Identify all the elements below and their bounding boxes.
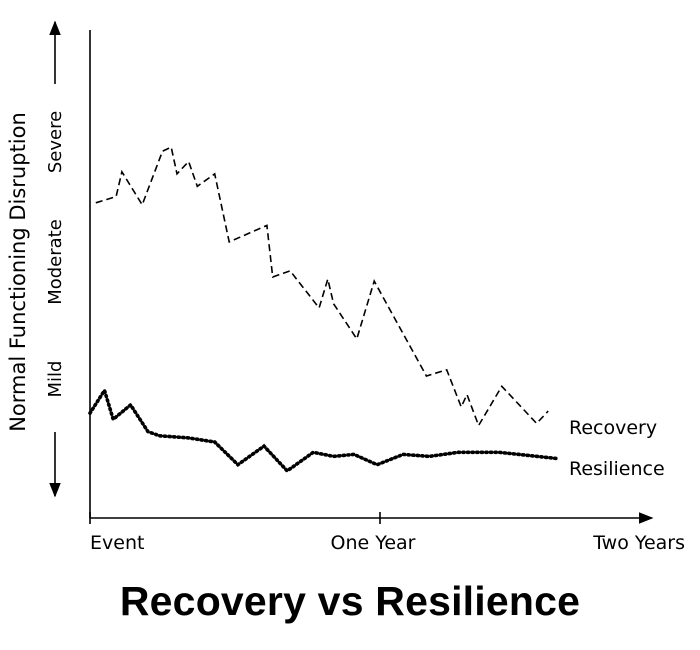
data-points [90,147,557,471]
y-level-moderate: Moderate [45,219,66,305]
x-tick-label-event: Event [90,532,144,554]
y-level-mild: Mild [45,361,66,398]
x-tick-label-two-years: Two Years [592,532,685,554]
y-axis-title: Normal Functioning Disruption [6,112,30,432]
series-resilience-line [88,386,559,474]
y-level-severe: Severe [45,111,66,173]
series-label-resilience: Resilience [569,458,665,480]
series-recovery-line [95,145,549,428]
chart-title: Recovery vs Resilience [119,578,581,624]
series-label-recovery: Recovery [569,417,657,439]
x-tick-label-one-year: One Year [331,532,416,554]
recovery-resilience-chart: Normal Functioning Disruption Mild Moder… [6,20,685,554]
